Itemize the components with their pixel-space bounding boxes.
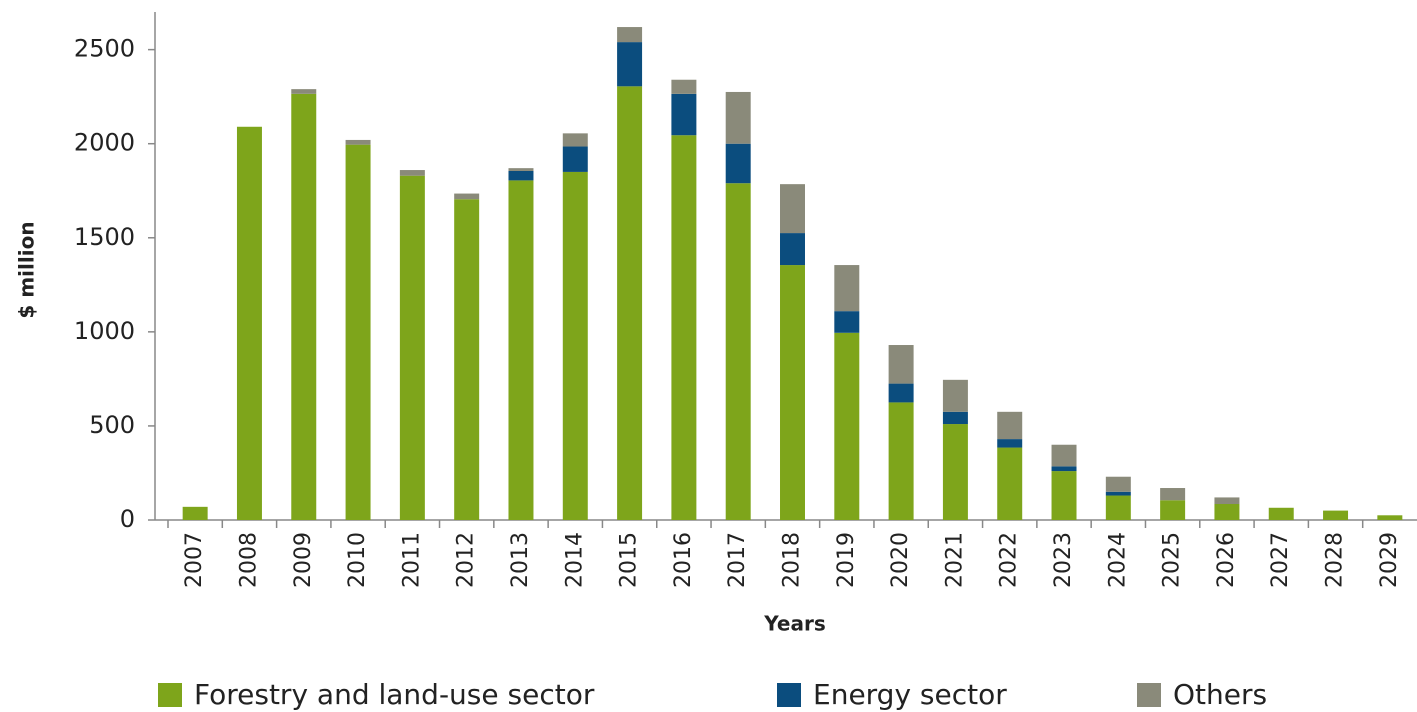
y-tick-label: 500	[89, 411, 135, 439]
bar-segment	[1214, 504, 1240, 520]
bar-segment	[780, 184, 805, 234]
bar-segment	[562, 171, 588, 521]
x-tick-label: 2025	[1160, 532, 1185, 588]
bar-segment	[888, 402, 914, 520]
bar-segment	[1105, 495, 1131, 520]
bar-segment	[291, 93, 317, 520]
bar-segment	[454, 193, 480, 200]
bar-segment	[1268, 507, 1294, 520]
bar-segment	[671, 135, 697, 520]
bar-segment	[617, 42, 643, 87]
bar-segment	[780, 233, 805, 266]
x-tick-label: 2013	[508, 532, 533, 588]
bar-segment	[834, 265, 860, 312]
bar-segment	[562, 146, 588, 172]
x-tick-label: 2022	[997, 532, 1022, 588]
bar-segment	[1323, 510, 1349, 520]
bar-segment	[1051, 466, 1077, 472]
bar-segment	[888, 345, 914, 384]
x-tick-label: 2014	[562, 532, 587, 588]
bar-segment	[888, 383, 914, 403]
x-tick-label: 2021	[942, 532, 967, 588]
x-tick-label: 2024	[1105, 532, 1130, 588]
y-tick-label: 2500	[74, 35, 135, 63]
y-tick-label: 1000	[74, 317, 135, 345]
x-tick-label: 2029	[1377, 532, 1402, 588]
x-tick-label: 2011	[399, 532, 424, 588]
bar-segment	[399, 175, 425, 520]
x-tick-label: 2016	[671, 532, 696, 588]
legend-label: Energy sector	[813, 678, 1007, 711]
bar-segment	[780, 265, 805, 520]
legend-label: Others	[1173, 678, 1267, 711]
bar-segment	[997, 447, 1023, 520]
x-tick-label: 2015	[617, 532, 642, 588]
bar-segment	[725, 91, 751, 144]
x-axis-label: Years	[763, 612, 825, 636]
bar-segment	[1105, 491, 1131, 496]
bar-segment	[942, 424, 968, 520]
bar-segment	[834, 311, 860, 333]
bar-segment	[671, 79, 697, 94]
x-tick-label: 2017	[725, 532, 750, 588]
legend-swatch	[1137, 683, 1161, 707]
x-tick-label: 2027	[1268, 532, 1293, 588]
bar-segment	[997, 439, 1023, 448]
x-tick-label: 2007	[182, 532, 207, 588]
bar-segment	[508, 168, 534, 171]
y-axis-label: $ million	[15, 221, 39, 318]
bar-segment	[345, 139, 371, 145]
x-tick-label: 2020	[888, 532, 913, 588]
bar-segment	[942, 411, 968, 425]
x-tick-label: 2010	[345, 532, 370, 588]
bar-segment	[942, 379, 968, 412]
bar-segment	[182, 506, 208, 520]
bar-segment	[1160, 500, 1186, 520]
bar-segment	[399, 170, 425, 176]
bar-segment	[725, 143, 751, 184]
bar-segment	[834, 332, 860, 520]
bar-segment	[617, 27, 643, 43]
bar-segment	[1105, 476, 1131, 492]
legend-swatch	[777, 683, 801, 707]
x-tick-label: 2019	[834, 532, 859, 588]
bar-segment	[617, 86, 643, 521]
bar-segment	[997, 411, 1023, 440]
x-tick-label: 2008	[236, 532, 261, 588]
legend-swatch	[158, 683, 182, 707]
x-tick-label: 2012	[454, 532, 479, 588]
bar-segment	[508, 170, 534, 181]
bar-segment	[291, 89, 317, 94]
x-tick-label: 2023	[1051, 532, 1076, 588]
y-tick-label: 0	[120, 505, 135, 533]
bar-segment	[508, 180, 534, 521]
y-tick-label: 2000	[74, 129, 135, 157]
x-tick-label: 2018	[780, 532, 805, 588]
x-tick-label: 2028	[1323, 532, 1348, 588]
bar-segment	[1051, 471, 1077, 520]
bar-segment	[562, 133, 588, 147]
bar-segment	[1051, 444, 1077, 467]
bar-segment	[1377, 515, 1403, 520]
bar-segment	[345, 144, 371, 520]
bar-segment	[1214, 497, 1240, 505]
x-tick-label: 2026	[1214, 532, 1239, 588]
bar-segment	[1160, 488, 1186, 501]
bar-segment	[671, 93, 697, 136]
y-tick-label: 1500	[74, 223, 135, 251]
x-tick-label: 2009	[291, 532, 316, 588]
legend-label: Forestry and land-use sector	[194, 678, 595, 711]
bar-segment	[454, 199, 480, 521]
bar-segment	[236, 126, 262, 520]
bar-segment	[725, 183, 751, 520]
